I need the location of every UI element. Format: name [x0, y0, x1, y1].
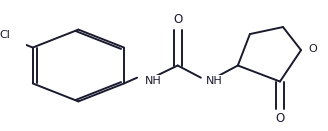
Text: Cl: Cl	[0, 30, 10, 40]
Text: O: O	[173, 13, 182, 26]
Text: O: O	[275, 112, 285, 125]
Text: NH: NH	[145, 76, 161, 86]
Text: NH: NH	[206, 76, 223, 86]
Text: O: O	[309, 44, 317, 54]
